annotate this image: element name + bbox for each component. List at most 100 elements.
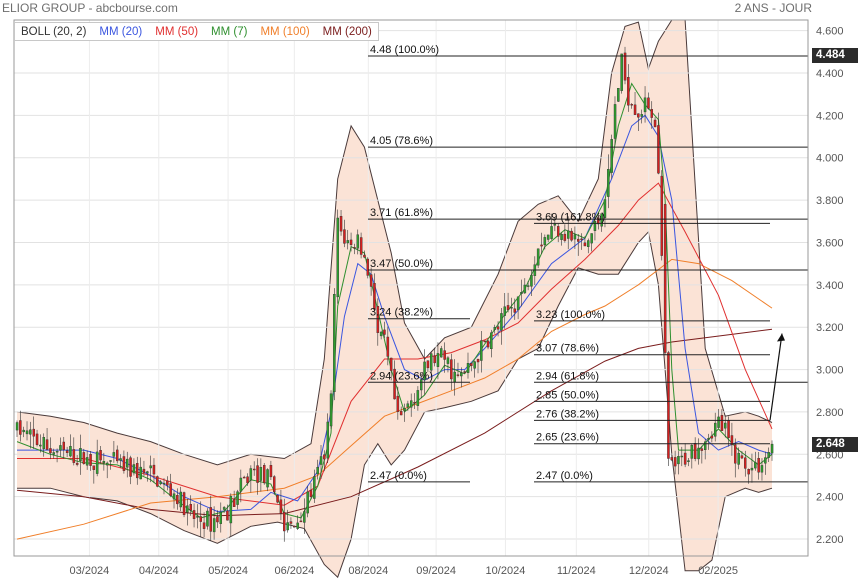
candle [219,511,222,524]
candle [503,306,507,316]
candle [697,447,700,460]
candle [149,465,152,469]
x-tick-label: 06/2024 [274,565,314,577]
candle [179,491,182,508]
candle [189,504,192,511]
candle [577,238,580,242]
candle [196,516,199,518]
fib-label: 2.94 (61.8%) [536,370,599,382]
candle [617,87,620,102]
x-tick-label: 04/2024 [139,565,179,577]
candle [263,465,266,484]
candle [19,420,22,435]
candle [383,329,386,335]
y-tick-label: 3.800 [816,195,844,207]
candle [613,104,617,139]
fib-label: 2.47 (0.0%) [370,470,427,482]
candle [476,358,480,363]
candle [212,518,216,533]
candle [105,462,109,466]
candle [222,507,226,510]
candle [630,103,634,106]
y-tick-label: 3.400 [816,280,844,292]
candle [483,340,487,343]
candle [226,510,229,521]
candle [450,359,453,380]
candle [573,234,577,240]
candle [206,510,209,527]
candle [460,372,463,377]
candle [563,233,567,241]
candle [680,455,684,458]
candle [433,355,436,364]
candle [724,422,727,429]
candle [249,468,253,481]
candle [343,229,346,244]
candle [583,242,587,247]
y-tick-label: 2.600 [816,449,844,461]
y-tick-label: 4.200 [816,110,844,122]
candle [546,234,550,240]
candle [393,368,396,400]
legend-mm200: MM (200) [322,25,372,38]
x-tick-label: 11/2024 [557,565,596,577]
candle [714,422,717,437]
candle [707,438,710,440]
y-tick-label: 4.000 [816,153,844,165]
candle [720,415,724,431]
candle [757,458,760,473]
candle [363,254,366,258]
candle [560,233,563,240]
candle [152,464,156,475]
candle [85,457,89,466]
candle [156,476,159,487]
candle [142,468,146,473]
candle [159,481,162,485]
candle [75,462,79,465]
fib-label: 3.23 (100.0%) [536,309,605,321]
legend-mm7: MM (7) [211,25,248,38]
candle [192,510,196,519]
candle [45,439,49,450]
candle [109,460,112,462]
candle [339,215,343,232]
candle [740,455,744,459]
candle [379,331,383,337]
candle [683,452,687,465]
x-tick-label: 05/2024 [208,565,248,577]
fib-label: 4.05 (78.6%) [370,135,433,147]
candle [396,395,400,412]
candle [463,371,466,373]
chart-period: 2 ANS - JOUR [734,1,812,15]
plot-frame [13,19,809,557]
candle [764,457,767,464]
candle [413,402,416,404]
legend-mm50: MM (50) [155,25,199,38]
candle [530,274,533,287]
candle [520,292,523,294]
candle [513,308,517,313]
projection-arrow-head [777,333,785,342]
candle [416,390,420,406]
candle [466,363,470,373]
candle [146,471,149,474]
candle [323,454,326,460]
candle [252,468,256,471]
candles [15,46,774,542]
candle [493,327,497,330]
candle [399,411,403,416]
candle [580,238,583,241]
candle [273,476,276,493]
candle [406,403,410,408]
candle [276,495,279,503]
candle [750,467,754,471]
candle [125,458,129,468]
candle [767,452,770,458]
legend-mm100: MM (100) [260,25,310,38]
candle [266,469,269,488]
candle [717,416,720,428]
candle [369,274,373,287]
candle [199,516,202,522]
candle [667,352,670,459]
candle [299,520,303,523]
